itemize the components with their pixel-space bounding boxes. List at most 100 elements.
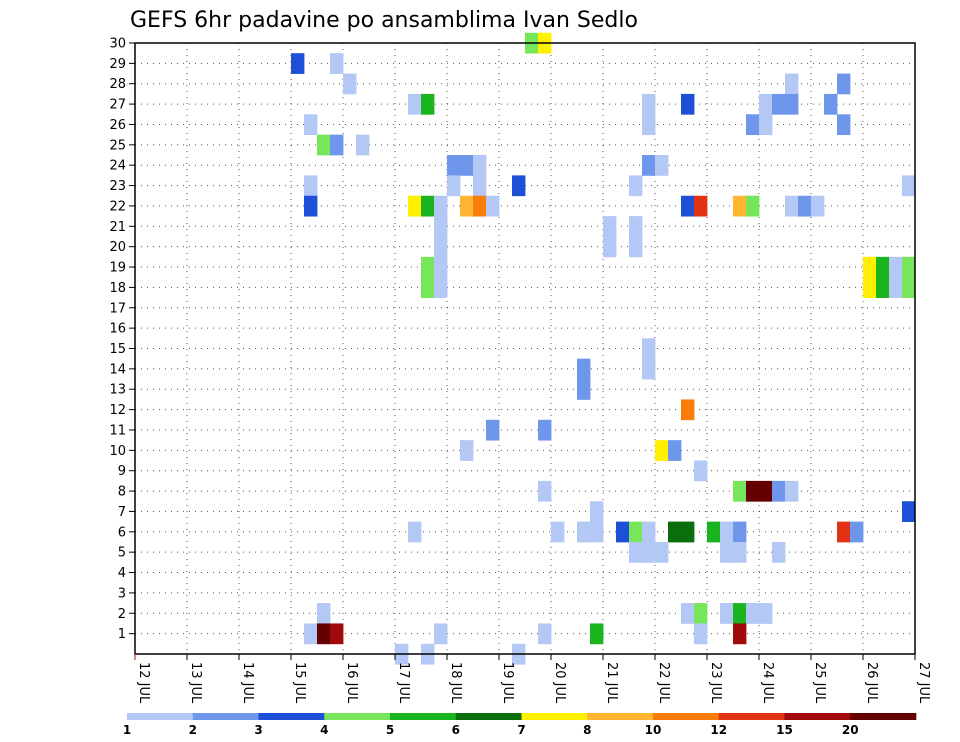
heatmap-cell (421, 277, 435, 298)
y-tick-label: 10 (109, 444, 126, 459)
heatmap-cell (655, 541, 669, 563)
grid-layer (134, 42, 916, 654)
heatmap-cell (811, 195, 825, 217)
y-tick-label: 26 (109, 118, 126, 133)
heatmap-cell (850, 521, 864, 543)
heatmap-cell (785, 480, 799, 502)
heatmap-cell (577, 379, 591, 400)
heatmap-cell (577, 358, 591, 380)
heatmap-cell (902, 501, 916, 523)
heatmap-cell (603, 236, 617, 258)
heatmap-cell (655, 155, 669, 176)
x-tick-label: 16 JUL (344, 662, 359, 704)
heatmap-cell (694, 603, 708, 624)
colorbar-label: 8 (583, 723, 591, 737)
heatmap-cell (746, 603, 760, 624)
heatmap-cell (746, 114, 760, 136)
heatmap-cell (408, 195, 422, 217)
colorbar-segment (258, 713, 325, 720)
heatmap-cell (291, 53, 305, 74)
heatmap-cell (733, 603, 747, 624)
heatmap-cell (590, 521, 604, 543)
heatmap-cell (733, 480, 747, 502)
x-tick-label: 14 JUL (240, 662, 255, 704)
x-tick-label: 13 JUL (188, 662, 203, 704)
heatmap-cell (551, 521, 565, 543)
heatmap-cell (681, 521, 695, 543)
y-tick-label: 11 (109, 423, 126, 438)
heatmap-cell (434, 236, 448, 258)
y-tick-label: 5 (118, 546, 126, 561)
heatmap-cell (538, 419, 552, 441)
heatmap-cell (668, 521, 682, 543)
y-tick-label: 3 (118, 586, 126, 601)
heatmap-cell (798, 195, 812, 217)
heatmap-cell (434, 216, 448, 237)
colorbar-label: 20 (842, 723, 859, 737)
heatmap-cell (473, 195, 487, 217)
heatmap-cell (733, 195, 747, 217)
heatmap-cell (304, 623, 318, 645)
x-tick-label: 24 JUL (760, 662, 775, 704)
y-tick-label: 30 (109, 37, 126, 52)
heatmap-cell (629, 541, 643, 563)
heatmap-cell (590, 623, 604, 645)
heatmap-cell (759, 603, 773, 624)
y-tick-label: 9 (118, 464, 126, 479)
heatmap-cell (772, 541, 786, 563)
heatmap-cell (681, 399, 695, 421)
heatmap-cell (668, 440, 682, 461)
heatmap-cell (330, 134, 344, 156)
y-tick-label: 28 (109, 77, 126, 92)
heatmap-cell (486, 419, 500, 441)
heatmap-cell (629, 216, 643, 237)
colorbar-label: 12 (710, 723, 727, 737)
heatmap-cell (616, 521, 630, 543)
x-tick-label: 26 JUL (864, 662, 879, 704)
colorbar-label: 15 (776, 723, 793, 737)
heatmap-cell (642, 93, 656, 115)
heatmap-cell (746, 480, 760, 502)
y-tick-label: 6 (118, 525, 126, 540)
heatmap-cell (473, 175, 487, 197)
colorbar-label: 5 (386, 723, 394, 737)
y-tick-label: 16 (109, 322, 126, 337)
colorbar-segment (718, 713, 785, 720)
heatmap-cell (759, 480, 773, 502)
y-tick-label: 23 (109, 179, 126, 194)
heatmap-cell (447, 155, 461, 176)
x-tick-label: 25 JUL (812, 662, 827, 704)
colorbar-label: 7 (517, 723, 525, 737)
heatmap-cell (785, 73, 799, 95)
colorbar-segment (127, 713, 194, 720)
heatmap-cell (642, 114, 656, 136)
x-tick-label: 17 JUL (396, 662, 411, 704)
heatmap-cell (304, 114, 318, 136)
heatmap-cell (317, 603, 331, 624)
heatmap-cell (694, 460, 708, 482)
heatmap-cell (434, 195, 448, 217)
heatmap-cell (863, 256, 877, 278)
colorbar: 1 2 3 4 5 6 7 8 10 12 15 20 (123, 713, 917, 737)
heatmap-cell (317, 134, 331, 156)
heatmap-cell (824, 93, 838, 115)
heatmap-cell (486, 195, 500, 217)
heatmap-cell (642, 358, 656, 380)
colorbar-label: 4 (320, 723, 328, 737)
colorbar-label: 10 (645, 723, 662, 737)
heatmap-cell (694, 623, 708, 645)
colorbar-segment (192, 713, 259, 720)
heatmap-cell (642, 541, 656, 563)
heatmap-cell (694, 195, 708, 217)
heatmap-cell (772, 480, 786, 502)
heatmap-cell (538, 623, 552, 645)
data-cells (291, 32, 916, 665)
heatmap-cell (707, 521, 721, 543)
heatmap-cell (655, 440, 669, 461)
colorbar-segment (653, 713, 720, 720)
heatmap-cell (538, 480, 552, 502)
heatmap-cell (681, 93, 695, 115)
y-tick-label: 22 (109, 199, 126, 214)
heatmap-cell (434, 256, 448, 278)
x-tick-label: 15 JUL (292, 662, 307, 704)
